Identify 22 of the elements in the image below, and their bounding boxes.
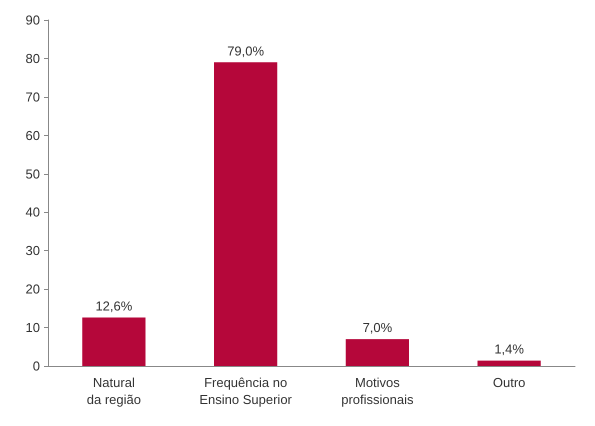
x-tick-label: Outro xyxy=(492,375,526,390)
x-tick-label: Natural da região xyxy=(86,375,141,407)
y-tick-label: 20 xyxy=(26,282,40,297)
y-tick-label: 80 xyxy=(26,50,40,66)
data-label: 79,0% xyxy=(227,43,264,58)
data-label: 1,4% xyxy=(494,342,524,357)
data-label: 7,0% xyxy=(362,320,393,336)
y-tick-label: 90 xyxy=(26,12,40,28)
data-label: 12,6% xyxy=(95,298,133,314)
x-tick-label: Frequência no Ensino Superior xyxy=(199,375,293,407)
y-tick-label: 40 xyxy=(26,204,40,220)
bar xyxy=(346,339,409,366)
y-tick-label: 30 xyxy=(26,243,40,258)
bar xyxy=(478,360,541,366)
bar xyxy=(214,62,278,366)
y-tick-label: 60 xyxy=(26,128,40,143)
y-tick-label: 0 xyxy=(32,358,40,374)
bar xyxy=(82,318,146,366)
y-tick-label: 70 xyxy=(26,89,40,104)
x-tick-label: Motivos profissionais xyxy=(341,375,414,407)
y-tick-label: 50 xyxy=(26,166,40,182)
y-tick-label: 10 xyxy=(26,320,40,336)
